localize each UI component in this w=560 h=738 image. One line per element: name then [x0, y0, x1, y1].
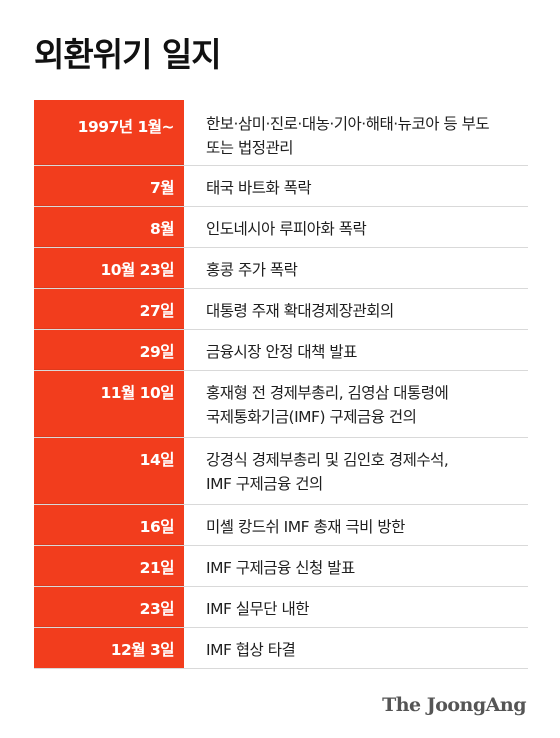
timeline-row: 21일 IMF 구제금융 신청 발표 [34, 546, 528, 587]
event-line: 미셸 캉드쉬 IMF 총재 극비 방한 [206, 518, 405, 536]
timeline-event: 한보·삼미·진로·대농·기아·해태·뉴코아 등 부도 또는 법정관리 [184, 100, 528, 165]
timeline-row: 11월 10일 홍재형 전 경제부총리, 김영삼 대통령에 국제통화기금(IMF… [34, 371, 528, 438]
timeline-date: 21일 [34, 546, 184, 586]
publisher-logo: The JoongAng [382, 694, 526, 716]
event-line: IMF 구제금융 건의 [206, 475, 323, 493]
event-line: 인도네시아 루피아화 폭락 [206, 220, 367, 238]
timeline-date: 1997년 1월~ [34, 100, 184, 165]
event-line: IMF 협상 타결 [206, 641, 296, 659]
timeline-event: 강경식 경제부총리 및 김인호 경제수석, IMF 구제금융 건의 [184, 438, 528, 504]
timeline-event: 대통령 주재 확대경제장관회의 [184, 289, 528, 329]
timeline-row: 27일 대통령 주재 확대경제장관회의 [34, 289, 528, 330]
event-line: 금융시장 안정 대책 발표 [206, 343, 357, 361]
timeline-row: 14일 강경식 경제부총리 및 김인호 경제수석, IMF 구제금융 건의 [34, 438, 528, 505]
event-line: IMF 구제금융 신청 발표 [206, 559, 355, 577]
event-line: 대통령 주재 확대경제장관회의 [206, 302, 394, 320]
timeline-date: 27일 [34, 289, 184, 329]
timeline-event: 인도네시아 루피아화 폭락 [184, 207, 528, 247]
timeline-date: 11월 10일 [34, 371, 184, 437]
event-line: 홍콩 주가 폭락 [206, 261, 298, 279]
timeline-event: 홍재형 전 경제부총리, 김영삼 대통령에 국제통화기금(IMF) 구제금융 건… [184, 371, 528, 437]
timeline-date: 8월 [34, 207, 184, 247]
timeline-row: 7월 태국 바트화 폭락 [34, 166, 528, 207]
timeline-row: 12월 3일 IMF 협상 타결 [34, 628, 528, 669]
timeline-event: 태국 바트화 폭락 [184, 166, 528, 206]
timeline-table: 1997년 1월~ 한보·삼미·진로·대농·기아·해태·뉴코아 등 부도 또는 … [34, 100, 528, 669]
page-title: 외환위기 일지 [34, 35, 222, 74]
event-line: 태국 바트화 폭락 [206, 179, 312, 197]
timeline-date: 16일 [34, 505, 184, 545]
timeline-event: 미셸 캉드쉬 IMF 총재 극비 방한 [184, 505, 528, 545]
timeline-event: 금융시장 안정 대책 발표 [184, 330, 528, 370]
event-line: 강경식 경제부총리 및 김인호 경제수석, [206, 451, 449, 469]
timeline-event: IMF 구제금융 신청 발표 [184, 546, 528, 586]
timeline-row: 10월 23일 홍콩 주가 폭락 [34, 248, 528, 289]
timeline-date: 7월 [34, 166, 184, 206]
timeline-row: 16일 미셸 캉드쉬 IMF 총재 극비 방한 [34, 505, 528, 546]
timeline-row: 23일 IMF 실무단 내한 [34, 587, 528, 628]
timeline-event: IMF 실무단 내한 [184, 587, 528, 627]
timeline-date: 12월 3일 [34, 628, 184, 668]
timeline-event: 홍콩 주가 폭락 [184, 248, 528, 288]
timeline-date: 10월 23일 [34, 248, 184, 288]
event-line: 또는 법정관리 [206, 139, 294, 157]
event-line: 한보·삼미·진로·대농·기아·해태·뉴코아 등 부도 [206, 115, 490, 133]
timeline-date: 29일 [34, 330, 184, 370]
event-line: 홍재형 전 경제부총리, 김영삼 대통령에 [206, 384, 449, 402]
timeline-row: 1997년 1월~ 한보·삼미·진로·대농·기아·해태·뉴코아 등 부도 또는 … [34, 100, 528, 166]
event-line: 국제통화기금(IMF) 구제금융 건의 [206, 408, 417, 426]
timeline-row: 8월 인도네시아 루피아화 폭락 [34, 207, 528, 248]
event-line: IMF 실무단 내한 [206, 600, 310, 618]
timeline-row: 29일 금융시장 안정 대책 발표 [34, 330, 528, 371]
timeline-date: 14일 [34, 438, 184, 504]
timeline-event: IMF 협상 타결 [184, 628, 528, 668]
timeline-date: 23일 [34, 587, 184, 627]
